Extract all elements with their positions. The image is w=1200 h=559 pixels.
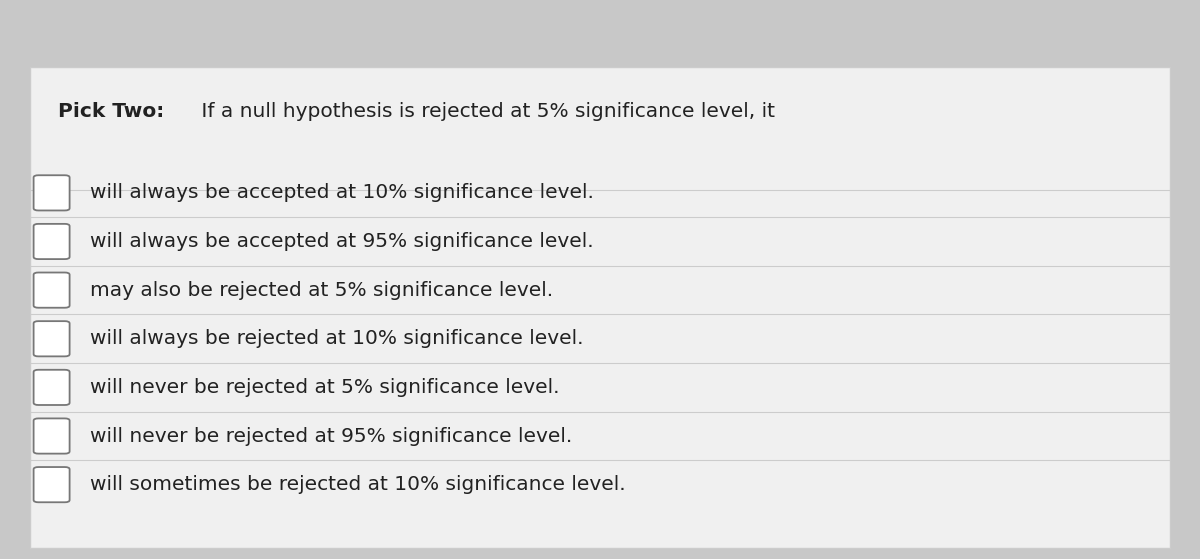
FancyBboxPatch shape xyxy=(34,418,70,453)
Text: will always be rejected at 10% significance level.: will always be rejected at 10% significa… xyxy=(90,329,583,348)
FancyBboxPatch shape xyxy=(34,175,70,210)
Text: will never be rejected at 95% significance level.: will never be rejected at 95% significan… xyxy=(90,427,572,446)
Text: If a null hypothesis is rejected at 5% significance level, it: If a null hypothesis is rejected at 5% s… xyxy=(194,102,775,121)
FancyBboxPatch shape xyxy=(34,273,70,307)
FancyBboxPatch shape xyxy=(34,224,70,259)
FancyBboxPatch shape xyxy=(34,467,70,502)
Text: will always be accepted at 95% significance level.: will always be accepted at 95% significa… xyxy=(90,232,594,251)
Text: Pick Two:: Pick Two: xyxy=(58,102,164,121)
FancyBboxPatch shape xyxy=(34,370,70,405)
Text: will sometimes be rejected at 10% significance level.: will sometimes be rejected at 10% signif… xyxy=(90,475,625,494)
FancyBboxPatch shape xyxy=(30,67,1170,548)
Text: will never be rejected at 5% significance level.: will never be rejected at 5% significanc… xyxy=(90,378,559,397)
Text: may also be rejected at 5% significance level.: may also be rejected at 5% significance … xyxy=(90,281,553,300)
Text: will always be accepted at 10% significance level.: will always be accepted at 10% significa… xyxy=(90,183,594,202)
FancyBboxPatch shape xyxy=(34,321,70,357)
